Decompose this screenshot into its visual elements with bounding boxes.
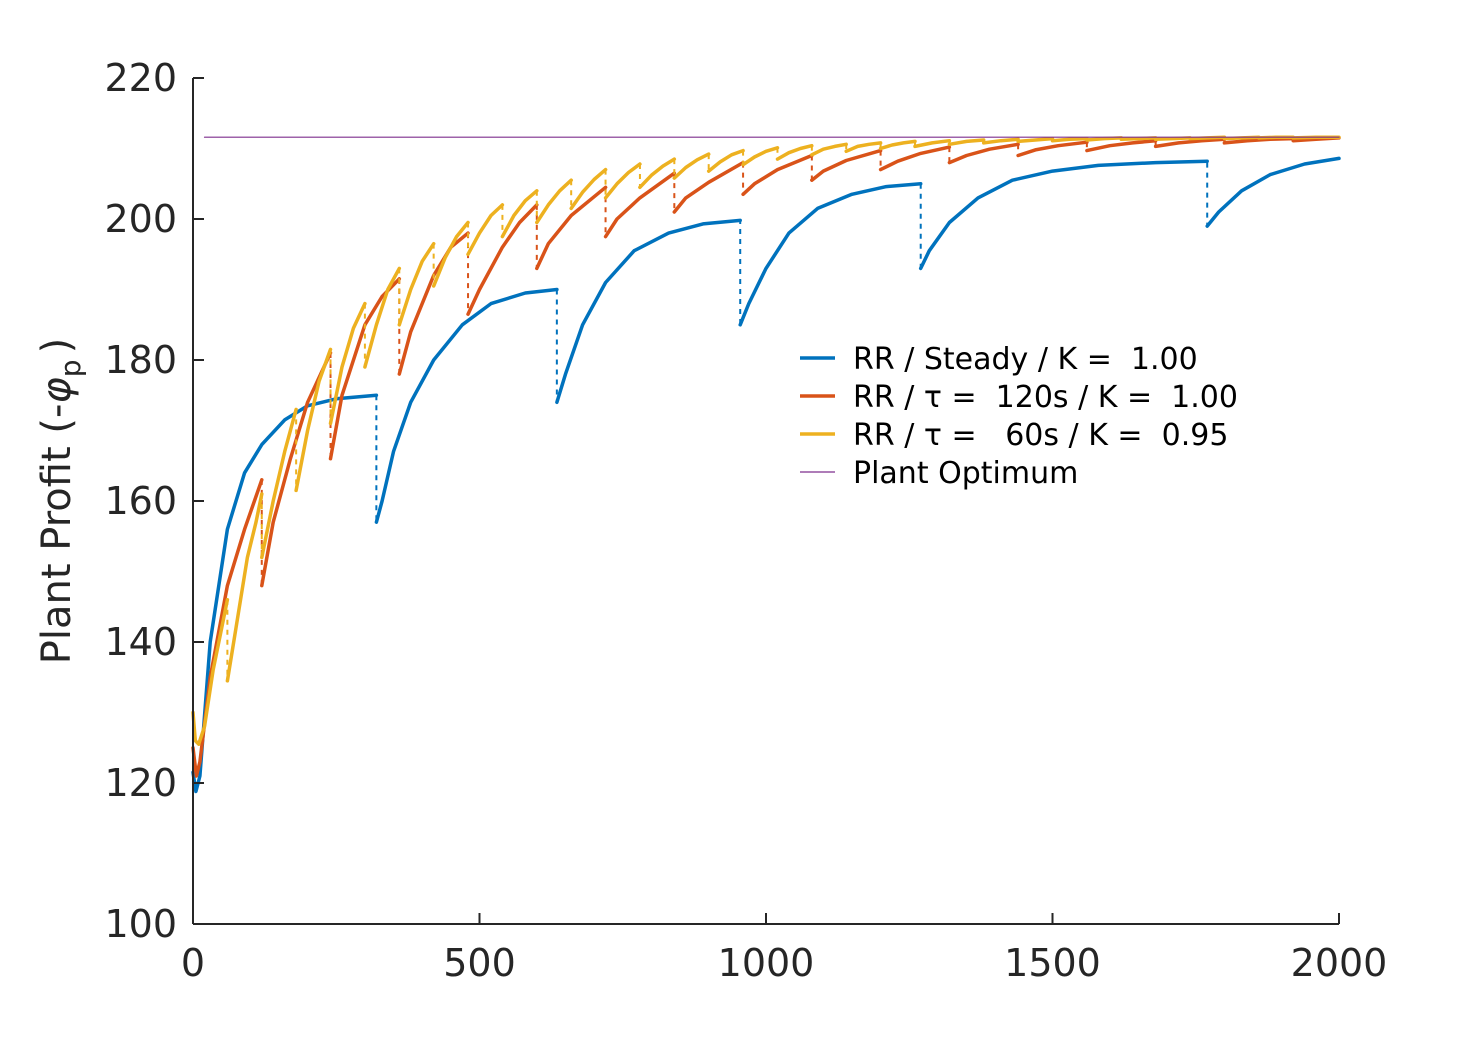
series-line [431, 220, 470, 288]
series-3 [191, 135, 1341, 746]
series-line [1016, 140, 1089, 158]
series-line [260, 407, 298, 560]
y-tick-label: 180 [104, 338, 177, 382]
series-line [918, 159, 1209, 271]
series-line [466, 203, 505, 257]
series-line [1016, 136, 1055, 144]
series-line [844, 141, 883, 154]
y-tick-label: 220 [104, 56, 177, 100]
series-line [775, 143, 814, 161]
series-line [466, 203, 539, 316]
legend-label: RR / τ = 60s / K = 0.95 [853, 418, 1228, 453]
legend-entry: RR / τ = 60s / K = 0.95 [800, 418, 1228, 453]
series-line [878, 145, 952, 172]
series-line [810, 148, 883, 182]
x-tick-label: 1500 [1004, 941, 1101, 985]
legend-entry: RR / Steady / K = 1.00 [800, 342, 1198, 377]
series-line [535, 178, 573, 225]
y-axis-label-subscript: p [54, 359, 87, 377]
series-line [260, 351, 333, 588]
series-line [913, 138, 952, 149]
series-line [947, 142, 1020, 165]
series-line [672, 160, 745, 214]
series-line [191, 478, 264, 778]
svg-text:Plant Profit (-φp): Plant Profit (-φp) [34, 338, 87, 664]
series-line [1222, 136, 1295, 145]
series-line [1119, 136, 1158, 142]
series-line [1085, 138, 1158, 153]
y-axis-label-text: Plant Profit (- [34, 404, 80, 665]
series-line [500, 189, 539, 239]
series-line [191, 597, 230, 746]
y-tick-label: 200 [104, 197, 177, 241]
ticks: 0 500 1000 1500 2000 100 120 140 160 180 200 220 [104, 56, 1387, 985]
series-line [878, 139, 917, 151]
legend: RR / Steady / K = 1.00 RR / τ = 120s / K… [800, 342, 1238, 491]
axes [192, 78, 1339, 925]
x-tick-label: 1000 [718, 941, 815, 985]
series-line [741, 153, 814, 197]
series-line [294, 347, 333, 493]
legend-entry: RR / τ = 120s / K = 1.00 [800, 380, 1238, 415]
legend-entry: Plant Optimum [800, 456, 1078, 491]
series-line [741, 146, 780, 167]
series-line [1153, 137, 1227, 149]
y-tick-label: 100 [104, 902, 177, 946]
series-2 [191, 136, 1341, 778]
x-tick-label: 0 [181, 941, 205, 985]
series-1 [191, 156, 1341, 794]
y-axis-label-symbol: φ [34, 377, 80, 403]
x-tick-label: 2000 [1291, 941, 1388, 985]
x-tick-label: 500 [443, 941, 516, 985]
series-line [363, 266, 402, 369]
y-tick-label: 160 [104, 479, 177, 523]
y-tick-label: 140 [104, 620, 177, 664]
series-line [535, 185, 608, 271]
series-layer [191, 135, 1341, 794]
legend-label: Plant Optimum [853, 456, 1078, 491]
series-line [638, 157, 677, 190]
series-line [555, 218, 742, 405]
series-line [947, 138, 986, 147]
series-line [1205, 156, 1341, 228]
series-line [225, 492, 264, 683]
series-line [738, 182, 923, 327]
series-line [569, 167, 608, 211]
series-line [981, 137, 1020, 145]
series-line [1153, 136, 1192, 142]
series-line [810, 142, 848, 157]
series-line [603, 162, 642, 200]
series-line [374, 287, 559, 524]
y-axis-label: Plant Profit (-φp) [34, 338, 87, 664]
legend-label: RR / τ = 120s / K = 1.00 [853, 380, 1238, 415]
series-line [603, 171, 677, 239]
y-axis-label-close: ) [34, 338, 80, 354]
series-line [1050, 136, 1089, 143]
legend-label: RR / Steady / K = 1.00 [853, 342, 1198, 377]
series-line [328, 301, 367, 426]
series-line [191, 393, 379, 794]
series-line [706, 148, 745, 173]
y-tick-label: 120 [104, 761, 177, 805]
series-line [397, 241, 436, 327]
series-line [672, 152, 711, 180]
series-line [1085, 136, 1124, 142]
